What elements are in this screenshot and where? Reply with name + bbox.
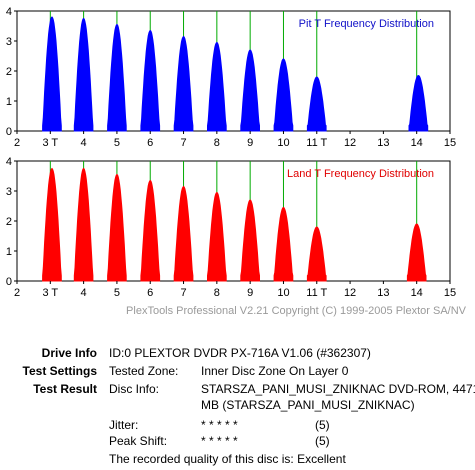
peak-area — [140, 29, 161, 132]
x-tick-label: 14 — [411, 137, 423, 149]
x-tick-label: 7 — [180, 137, 186, 149]
x-tick-label: 7 — [180, 287, 186, 299]
x-tick-label: 11 T — [306, 287, 327, 299]
x-tick-label: 8 — [214, 287, 220, 299]
x-tick-label: 2 — [14, 137, 20, 149]
disc-info-line1: STARSZA_PANI_MUSI_ZNIKNAC DVD-ROM, 4471 — [201, 382, 475, 396]
x-tick-label: 13 — [377, 287, 389, 299]
peak-area — [306, 226, 327, 282]
peak-shift-stars: * * * * * — [201, 434, 238, 448]
copyright-text: PlexTools Professional V2.21 Copyright (… — [126, 305, 466, 317]
x-tick-label: 10 — [277, 287, 289, 299]
x-tick-label: 3 T — [42, 287, 58, 299]
y-tick-label: 2 — [6, 216, 12, 228]
tested-zone-label: Tested Zone: — [109, 364, 179, 378]
drive-info-value: ID:0 PLEXTOR DVDR PX-716A V1.06 (#362307… — [109, 346, 371, 360]
y-tick-label: 4 — [6, 156, 12, 168]
chart-title: Pit T Frequency Distribution — [299, 18, 434, 30]
peak-area — [240, 49, 260, 132]
y-tick-label: 1 — [6, 96, 12, 108]
x-tick-label: 13 — [377, 137, 389, 149]
x-tick-label: 6 — [147, 137, 153, 149]
peak-area — [173, 185, 194, 282]
y-tick-label: 0 — [6, 276, 12, 288]
x-tick-label: 5 — [114, 287, 120, 299]
y-tick-label: 3 — [6, 186, 12, 198]
x-tick-label: 5 — [114, 137, 120, 149]
disc-info-line2: MB (STARSZA_PANI_MUSI_ZNIKNAC) — [201, 398, 415, 412]
disc-info-label: Disc Info: — [109, 382, 160, 396]
peak-area — [107, 23, 127, 132]
y-tick-label: 1 — [6, 246, 12, 258]
y-tick-label: 0 — [6, 126, 12, 138]
peak-area — [73, 17, 94, 132]
y-tick-label: 4 — [6, 6, 12, 18]
x-tick-label: 9 — [247, 137, 253, 149]
x-tick-label: 8 — [214, 137, 220, 149]
peak-area — [42, 167, 62, 282]
x-tick-label: 11 T — [306, 137, 327, 149]
x-tick-label: 4 — [81, 137, 87, 149]
test-result-label: Test Result — [33, 382, 97, 396]
peak-shift-label: Peak Shift: — [109, 434, 168, 448]
x-tick-label: 9 — [247, 287, 253, 299]
peak-area — [173, 35, 194, 132]
test-settings-label: Test Settings — [22, 364, 97, 378]
x-tick-label: 4 — [81, 287, 87, 299]
peak-area — [408, 74, 429, 132]
peak-area — [73, 167, 94, 282]
peak-area — [240, 199, 260, 282]
jitter-label: Jitter: — [109, 418, 139, 432]
chart-title: Land T Frequency Distribution — [287, 168, 434, 180]
y-tick-label: 2 — [6, 66, 12, 78]
x-tick-label: 14 — [411, 287, 423, 299]
peak-shift-score: (5) — [315, 434, 330, 448]
jitter-score: (5) — [315, 418, 330, 432]
x-tick-label: 12 — [344, 287, 356, 299]
peak-area — [207, 41, 227, 132]
peak-area — [140, 179, 161, 282]
tested-zone-value: Inner Disc Zone On Layer 0 — [201, 364, 349, 378]
jitter-stars: * * * * * — [201, 418, 238, 432]
peak-area — [107, 173, 127, 282]
peak-area — [273, 58, 294, 132]
x-tick-label: 15 — [444, 287, 456, 299]
y-tick-label: 3 — [6, 36, 12, 48]
drive-info-label: Drive Info — [41, 346, 97, 360]
peak-area — [406, 223, 427, 282]
x-tick-label: 12 — [344, 137, 356, 149]
peak-area — [42, 16, 62, 132]
quality-text: The recorded quality of this disc is: Ex… — [109, 452, 346, 466]
x-tick-label: 15 — [444, 137, 456, 149]
peak-area — [207, 191, 227, 282]
x-tick-label: 10 — [277, 137, 289, 149]
x-tick-label: 2 — [14, 287, 20, 299]
x-tick-label: 3 T — [42, 137, 58, 149]
peak-area — [306, 76, 327, 132]
peak-area — [273, 206, 294, 282]
x-tick-label: 6 — [147, 287, 153, 299]
